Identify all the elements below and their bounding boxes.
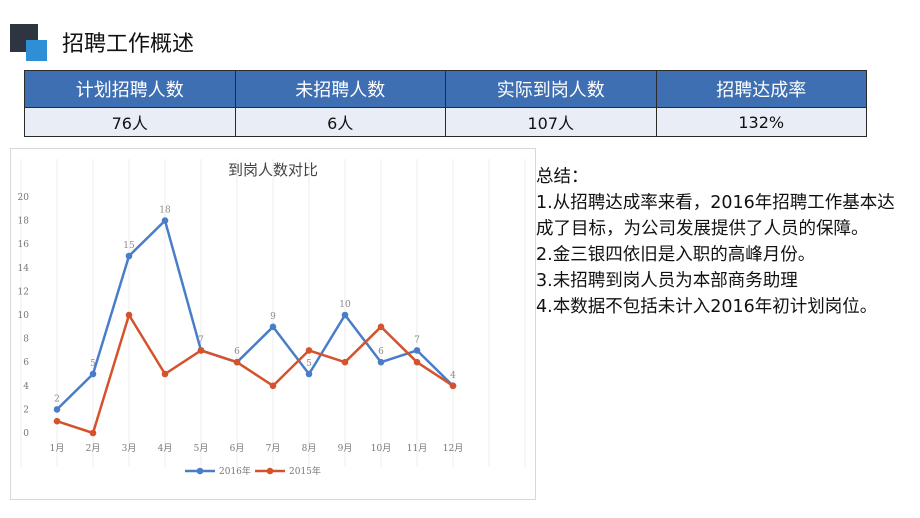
note-item-3: 3.未招聘到岗人员为本部商务助理: [536, 271, 798, 291]
arrival-chart: 到岗人数对比 0 2 4 6 8 10 12 14 16 18 20 1月 2月 3月 4月 5月 6月 7月 8月…: [10, 148, 536, 500]
data-point: [89, 429, 97, 437]
data-point: [89, 370, 97, 378]
data-label: 15: [123, 241, 135, 251]
data-label: 18: [159, 206, 171, 216]
data-point: [53, 406, 61, 413]
x-tick-label: 2月: [86, 443, 101, 454]
y-tick-label: 10: [18, 311, 30, 321]
legend-marker: [196, 467, 204, 475]
data-point: [305, 347, 313, 354]
y-tick-label: 0: [23, 429, 29, 439]
summary-notes: 总结： 1.从招聘达成率来看，2016年招聘工作基本达成了目标，为公司发展提供了…: [536, 164, 906, 320]
data-point: [413, 358, 421, 366]
data-point: [125, 252, 133, 260]
data-label: 9: [270, 312, 276, 322]
data-label: 10: [339, 300, 351, 310]
y-tick-label: 8: [23, 335, 29, 345]
note-item-4: 4.本数据不包括未计入2016年初计划岗位。: [536, 297, 878, 317]
y-tick-label: 14: [18, 264, 30, 274]
chart-series: 2 5 15 18 7 6 9 5 10 6 7 4: [53, 206, 457, 437]
header-unfilled: 未招聘人数: [234, 70, 446, 108]
y-tick-label: 4: [23, 382, 29, 392]
value-arrived: 107人: [445, 107, 657, 137]
y-tick-label: 16: [18, 240, 30, 250]
x-tick-label: 4月: [158, 443, 173, 454]
data-label: 4: [450, 371, 456, 381]
chart-grid: [20, 159, 526, 467]
data-point: [413, 347, 421, 354]
header-arrived: 实际到岗人数: [445, 70, 657, 108]
data-point: [233, 358, 241, 366]
data-point: [161, 217, 169, 224]
legend-marker: [266, 467, 274, 475]
series-line-0: [56, 219, 454, 411]
x-tick-label: 12月: [443, 443, 463, 454]
x-tick-label: 11月: [407, 443, 427, 454]
summary-table: 计划招聘人数 未招聘人数 实际到岗人数 招聘达成率 76人 6人 107人 13…: [24, 70, 867, 137]
data-point: [305, 370, 313, 378]
data-point: [341, 358, 349, 366]
data-point: [377, 323, 385, 331]
data-point: [161, 370, 169, 378]
data-label: 6: [234, 347, 240, 357]
x-tick-label: 7月: [266, 443, 281, 454]
notes-heading: 总结：: [536, 167, 589, 187]
data-label: 5: [90, 359, 96, 369]
data-label: 5: [306, 359, 312, 369]
data-point: [341, 311, 349, 319]
chart-legend: 2016年 2015年: [185, 465, 321, 477]
y-tick-label: 2: [23, 405, 29, 415]
data-point: [269, 382, 277, 390]
y-tick-label: 20: [18, 193, 30, 203]
data-label: 7: [198, 335, 204, 345]
summary-header-row: 计划招聘人数 未招聘人数 实际到岗人数 招聘达成率: [24, 70, 867, 108]
data-point: [269, 323, 277, 331]
x-tick-label: 8月: [302, 443, 317, 454]
data-label: 2: [54, 394, 60, 404]
data-point: [125, 311, 133, 319]
x-tick-label: 6月: [230, 443, 245, 454]
legend-label: 2015年: [289, 465, 321, 477]
header-rate: 招聘达成率: [655, 70, 867, 108]
y-tick-label: 12: [18, 287, 29, 297]
series-line-1: [56, 313, 454, 435]
legend-label: 2016年: [219, 465, 251, 477]
data-label: 7: [414, 335, 420, 345]
data-point: [53, 417, 61, 425]
note-item-2: 2.金三银四依旧是入职的高峰月份。: [536, 245, 816, 265]
x-tick-label: 9月: [338, 443, 353, 454]
data-label: 6: [378, 347, 384, 357]
data-point: [377, 358, 385, 366]
value-unfilled: 6人: [234, 107, 446, 137]
note-item-1: 1.从招聘达成率来看，2016年招聘工作基本达成了目标，为公司发展提供了人员的保…: [536, 193, 895, 239]
y-tick-label: 6: [23, 358, 29, 368]
chart-axes: 0 2 4 6 8 10 12 14 16 18 20 1月 2月 3月 4月 5月 6月 7月 8月 9月 10月 11…: [18, 193, 464, 454]
summary-value-row: 76人 6人 107人 132%: [24, 107, 867, 137]
page-title: 招聘工作概述: [62, 32, 195, 57]
data-point: [449, 382, 457, 390]
data-point: [197, 347, 205, 354]
x-tick-label: 3月: [122, 443, 137, 454]
logo-square-blue: [26, 40, 47, 61]
x-tick-label: 10月: [371, 443, 391, 454]
value-rate: 132%: [655, 107, 867, 137]
value-planned: 76人: [24, 107, 236, 137]
y-tick-label: 18: [18, 217, 30, 227]
x-tick-label: 1月: [50, 443, 65, 454]
x-tick-label: 5月: [194, 443, 209, 454]
header-planned: 计划招聘人数: [24, 70, 236, 108]
